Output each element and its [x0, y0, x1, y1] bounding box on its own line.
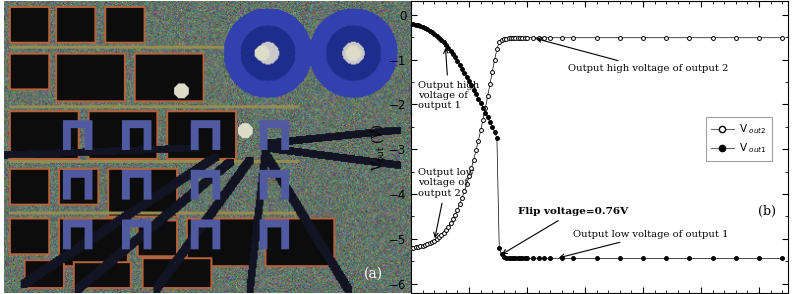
Text: (a): (a) [364, 267, 383, 281]
Legend: V$_{\ out2}$, V$_{\ out1}$: V$_{\ out2}$, V$_{\ out1}$ [706, 117, 771, 161]
Text: Output low
voltage of
output 2: Output low voltage of output 2 [418, 168, 474, 237]
Text: (b): (b) [759, 206, 776, 218]
Text: Output low voltage of output 1: Output low voltage of output 1 [560, 230, 729, 258]
Y-axis label: V$_{\rm out}$ (V): V$_{\rm out}$ (V) [371, 123, 386, 171]
Text: Output high voltage of output 2: Output high voltage of output 2 [537, 38, 728, 73]
Text: Output high
voltage of
output 1: Output high voltage of output 1 [418, 49, 479, 111]
Text: Flip voltage=0.76V: Flip voltage=0.76V [503, 208, 628, 254]
